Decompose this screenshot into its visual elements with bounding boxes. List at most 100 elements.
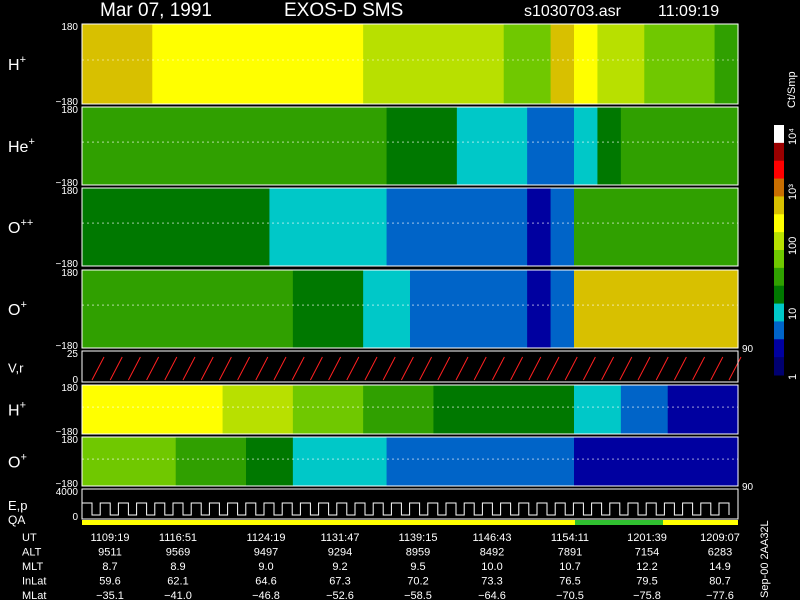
colorbar-tick: 100 [787, 237, 799, 255]
heatmap-cell [667, 24, 692, 104]
heatmap-cell [82, 270, 107, 348]
footer-cell: 10.0 [481, 561, 502, 573]
heatmap-cell [269, 24, 294, 104]
header-date: Mar 07, 1991 [100, 0, 212, 21]
panel-1: H+ 180 −180 [8, 22, 739, 108]
heatmap-cell [433, 437, 458, 486]
colorbar-swatch [774, 125, 784, 144]
colorbar-swatch [774, 178, 784, 197]
panel-ytick-top: 180 [61, 22, 78, 33]
heatmap-cell [222, 385, 247, 434]
footer-cell: 1131:47 [321, 532, 360, 544]
heatmap-cell [574, 188, 599, 266]
heatmap-cell [503, 437, 528, 486]
heatmap-cell [246, 385, 271, 434]
heatmap-cell [714, 270, 739, 348]
heatmap-cell [292, 24, 317, 104]
heatmap-cell [292, 107, 317, 185]
heatmap-cell [667, 107, 692, 185]
panel-label-sup: + [20, 54, 26, 66]
heatmap-cell [175, 107, 200, 185]
qa-strip-highlight [575, 520, 663, 525]
heatmap-cell [456, 437, 481, 486]
heatmap-cell [503, 24, 528, 104]
footer-cell: 73.3 [481, 576, 502, 588]
panel-6: H+ 180 −180 [8, 383, 739, 438]
panel-ytick-top: 180 [61, 383, 78, 394]
heatmap-cell [574, 270, 599, 348]
colorbar-swatch [774, 357, 784, 376]
panel-ytick-bottom: −180 [55, 178, 78, 189]
heatmap-cell [480, 270, 505, 348]
footer-cell: 1146:43 [473, 532, 512, 544]
heatmap-cell [620, 437, 645, 486]
heatmap-cell [410, 24, 435, 104]
heatmap-cell [386, 24, 411, 104]
footer-cell: −64.6 [478, 590, 506, 600]
heatmap-cell [620, 24, 645, 104]
heatmap-cell [527, 188, 552, 266]
heatmap-cell [246, 24, 271, 104]
heatmap-cell [714, 385, 739, 434]
panel-frame [81, 106, 739, 186]
panel-4: O+ 180 −180 [8, 268, 739, 352]
qa-label: QA [8, 513, 25, 527]
panel-ytick-bottom: −180 [55, 97, 78, 108]
heatmap-cell [246, 107, 271, 185]
heatmap-cell [269, 437, 294, 486]
heatmap-cell [644, 270, 669, 348]
panel-frame [81, 269, 739, 349]
footer-cell: 1154:11 [551, 532, 589, 544]
footer-cell: 76.5 [559, 576, 580, 588]
colorbar-tick: 1 [787, 374, 799, 380]
footer-cell: 10.7 [559, 561, 580, 573]
right-axis-label: 90 [742, 344, 754, 355]
panel-frame [81, 23, 739, 105]
heatmap-cell [199, 107, 224, 185]
colorbar-swatch [774, 321, 784, 340]
heatmap-cell [363, 107, 388, 185]
heatmap-cell [82, 24, 107, 104]
heatmap-cell [199, 270, 224, 348]
footer-cell: 8.7 [102, 561, 117, 573]
panel-frame [81, 436, 739, 487]
heatmap-cell [222, 437, 247, 486]
heatmap-cell [292, 188, 317, 266]
panel-7: O+ 180 −180 [8, 435, 739, 490]
heatmap-cell [550, 107, 575, 185]
heatmap-cell [175, 188, 200, 266]
heatmap-cell [597, 107, 622, 185]
heatmap-cell [456, 270, 481, 348]
panel-label-sup: + [20, 400, 26, 412]
panel-label: O+ [8, 452, 27, 472]
panel-ytick-top: 180 [61, 186, 78, 197]
heatmap-cell [597, 270, 622, 348]
panel-8: E,p 4000 0 [8, 487, 739, 523]
heatmap-cell [246, 188, 271, 266]
heatmap-cell [105, 385, 130, 434]
panel-label: O+ [8, 299, 27, 319]
panel-ytick-top: 180 [61, 268, 78, 279]
heatmap-cell [175, 24, 200, 104]
footer-cell: −52.6 [326, 590, 354, 600]
panel-label: V,r [8, 361, 24, 376]
heatmap-cell [292, 437, 317, 486]
heatmap-cell [199, 24, 224, 104]
heatmap-cell [480, 24, 505, 104]
footer-row-label: ALT [22, 547, 42, 559]
footer-cell: 80.7 [709, 576, 730, 588]
footer-cell: 9511 [98, 547, 122, 559]
footer-cell: 7891 [558, 547, 582, 559]
heatmap-cell [480, 437, 505, 486]
heatmap-cell [550, 385, 575, 434]
footer-cell: 59.6 [99, 576, 120, 588]
colorbar-swatch [774, 339, 784, 358]
heatmap-cell [128, 437, 153, 486]
panel-label-sup: ++ [20, 217, 33, 229]
footer-cell: 1139:15 [399, 532, 438, 544]
heatmap-cell [433, 107, 458, 185]
footer-cell: 6283 [708, 547, 732, 559]
heatmap-cell [644, 24, 669, 104]
footer-cell: 67.3 [329, 576, 350, 588]
